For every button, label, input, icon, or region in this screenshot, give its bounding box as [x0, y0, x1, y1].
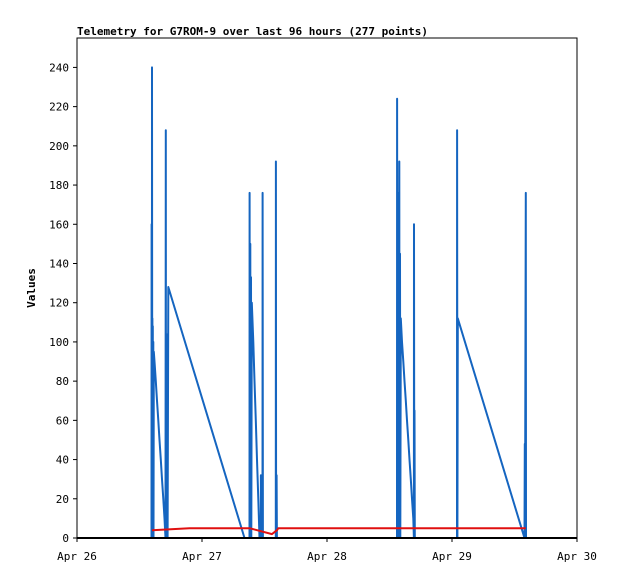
- y-tick-label: 160: [49, 218, 69, 231]
- x-tick-label: Apr 26: [57, 550, 97, 563]
- chart-title: Telemetry for G7ROM-9 over last 96 hours…: [77, 25, 428, 38]
- y-axis-label: Values: [25, 268, 38, 308]
- x-tick-label: Apr 30: [557, 550, 597, 563]
- y-tick-label: 180: [49, 179, 69, 192]
- y-axis: 0 20 40 60 80 100 120 140 160 180 200 220 240: [49, 61, 77, 545]
- y-tick-label: 0: [62, 532, 69, 545]
- y-tick-label: 140: [49, 257, 69, 270]
- y-tick-label: 20: [56, 493, 69, 506]
- y-tick-label: 240: [49, 61, 69, 74]
- y-tick-label: 120: [49, 297, 69, 310]
- y-tick-label: 60: [56, 414, 69, 427]
- x-tick-label: Apr 28: [307, 550, 347, 563]
- x-axis: Apr 26 Apr 27 Apr 28 Apr 29 Apr 30: [57, 538, 597, 563]
- y-tick-label: 220: [49, 101, 69, 114]
- x-tick-label: Apr 27: [182, 550, 222, 563]
- y-tick-label: 200: [49, 140, 69, 153]
- x-tick-label: Apr 29: [432, 550, 472, 563]
- series-line-1: [77, 66, 577, 539]
- series-line-2: [151, 527, 526, 536]
- y-tick-label: 100: [49, 336, 69, 349]
- series-layer: [77, 66, 577, 539]
- y-tick-label: 80: [56, 375, 69, 388]
- y-tick-label: 40: [56, 454, 69, 467]
